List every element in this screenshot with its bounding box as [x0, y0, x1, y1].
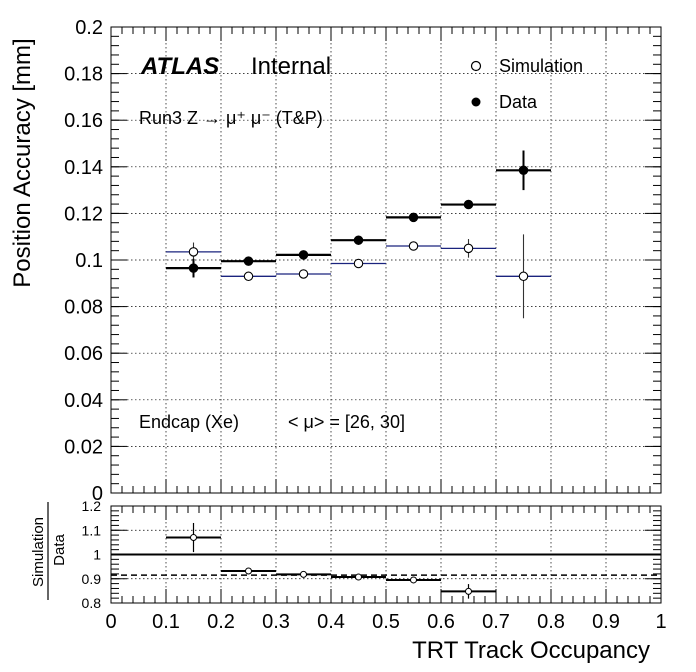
- y-tick-label: 0.9: [82, 571, 102, 587]
- run-label: Run3 Z → μ⁺ μ⁻ (T&P): [139, 108, 323, 128]
- simulation-point: [518, 271, 529, 282]
- y-tick-label: 0.16: [64, 110, 103, 132]
- pileup-label: < μ> = [26, 30]: [288, 412, 405, 432]
- x-tick-label: 0.4: [317, 611, 345, 633]
- ratio-point: [245, 567, 252, 575]
- ratio-ylabel-denominator: Data: [51, 534, 68, 566]
- y-tick-label: 0.12: [64, 203, 103, 225]
- y-tick-label: 0.18: [64, 64, 103, 86]
- y-tick-label: 1.1: [82, 522, 102, 538]
- ratio-panel: 0.8 0.9 1 1.1 1.2 0 0.1 0.2 0.3 0.4 0.5 0.6 0.7 0.8 0.…: [82, 498, 667, 633]
- x-tick-label: 0.8: [537, 611, 565, 633]
- ratio-point: [465, 587, 472, 595]
- atlas-label: ATLAS: [140, 53, 219, 80]
- data-point: [463, 199, 474, 210]
- ratio-point: [410, 576, 417, 584]
- data-point: [188, 263, 199, 273]
- y-tick-label: 0.14: [64, 157, 103, 179]
- data-point: [518, 165, 529, 176]
- y-tick-label: 0.8: [82, 595, 102, 611]
- legend-data-label: Data: [499, 92, 538, 112]
- legend: Simulation Data: [470, 56, 583, 112]
- ratio-point: [190, 534, 197, 542]
- y-tick-label: 0: [92, 483, 103, 505]
- x-tick-label: 0.3: [262, 611, 290, 633]
- x-axis-label: TRT Track Occupancy: [412, 637, 650, 664]
- y-tick-label: 0.1: [75, 250, 103, 272]
- simulation-point: [298, 269, 309, 279]
- simulation-point: [188, 247, 199, 257]
- x-tick-label: 0.9: [592, 611, 620, 633]
- ratio-point: [300, 570, 307, 578]
- simulation-point: [408, 241, 419, 251]
- x-tick-label: 0.2: [207, 611, 235, 633]
- legend-simulation-label: Simulation: [499, 56, 583, 76]
- data-point: [243, 256, 254, 266]
- simulation-point: [353, 258, 364, 269]
- x-tick-label: 0.6: [427, 611, 455, 633]
- y-tick-label: 0.02: [64, 436, 103, 458]
- x-tick-label: 0: [105, 611, 116, 633]
- y-tick-label: 0.2: [75, 17, 103, 39]
- internal-label: Internal: [251, 53, 331, 80]
- y-tick-label: 1: [93, 547, 101, 563]
- main-panel: 0 0.02 0.04 0.06 0.08 0.1 0.12 0.14 0.16 0.18 0.2: [64, 17, 662, 505]
- region-label: Endcap (Xe): [139, 412, 239, 432]
- simulation-point: [243, 271, 254, 282]
- x-tick-label: 0.7: [482, 611, 510, 633]
- legend-data-marker: [471, 97, 481, 107]
- x-tick-label: 0.1: [152, 611, 180, 633]
- data-point: [408, 212, 419, 223]
- simulation-point: [463, 243, 474, 254]
- legend-simulation-marker: [470, 60, 482, 72]
- y-tick-label: 0.08: [64, 297, 103, 319]
- data-point: [353, 235, 364, 245]
- y-tick-label: 0.04: [64, 390, 103, 412]
- y-tick-label: 0.06: [64, 343, 103, 365]
- y-axis-label: Position Accuracy [mm]: [9, 38, 36, 287]
- ratio-point: [355, 573, 362, 581]
- y-tick-label: 1.2: [82, 498, 102, 514]
- x-tick-label: 0.5: [372, 611, 400, 633]
- data-point: [298, 250, 309, 260]
- x-tick-label: 1: [655, 611, 666, 633]
- ratio-ylabel-numerator: Simulation: [30, 517, 47, 587]
